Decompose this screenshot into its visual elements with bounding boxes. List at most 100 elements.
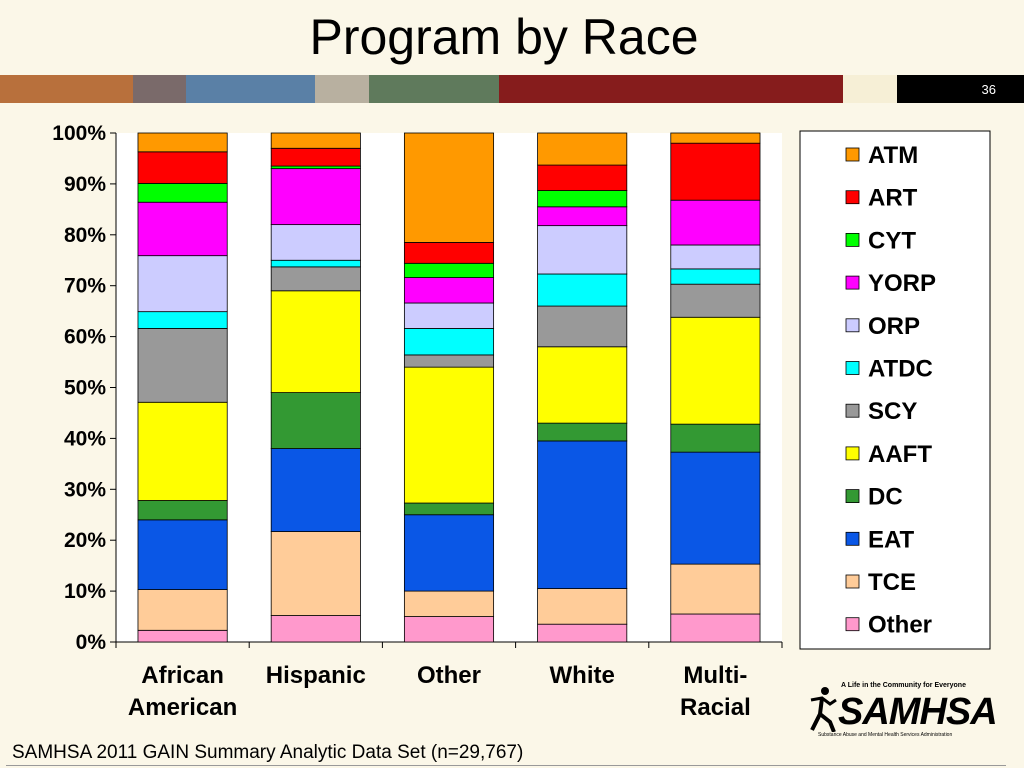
x-category-label-line: White xyxy=(550,662,615,689)
x-category-label: Multi- Racial xyxy=(680,662,751,721)
legend-swatch xyxy=(845,403,860,418)
bar-segment-atm xyxy=(270,132,361,149)
bar-segment-other xyxy=(270,615,361,643)
x-category-label-line: Racial xyxy=(680,694,751,721)
y-tick-label: 30% xyxy=(64,478,106,501)
y-tick-label: 60% xyxy=(64,326,106,349)
bar-segment-dc xyxy=(537,422,628,442)
band-segment xyxy=(315,75,369,103)
bar-segment-eat xyxy=(537,440,628,589)
y-tick-label: 80% xyxy=(64,224,106,247)
legend-swatch xyxy=(845,531,860,546)
stacked-bar-chart: 0% 10% 20% 30% 40% 50% 60% 70% 80% 90% 100% African… xyxy=(52,122,991,721)
bar-segment-atm xyxy=(537,132,628,166)
legend-label: ORP xyxy=(868,313,920,340)
legend-swatch xyxy=(845,361,860,375)
legend-label: SCY xyxy=(868,398,917,425)
bottom-rule xyxy=(6,765,1006,766)
bar-segment-aaft xyxy=(137,401,228,501)
x-category-label: Other xyxy=(417,662,481,689)
bar-segment-aaft xyxy=(270,290,361,393)
bar-segment-other xyxy=(537,623,628,643)
bar-segment-atdc xyxy=(670,268,761,285)
bar-segment-orp xyxy=(403,302,495,329)
bar-segment-atdc xyxy=(270,259,361,268)
x-category-label: Hispanic xyxy=(266,662,366,689)
legend-label: AAFT xyxy=(868,441,932,468)
bar-segment-other xyxy=(403,616,495,643)
bar-segment-dc xyxy=(270,392,361,449)
bar-segment-dc xyxy=(403,502,495,516)
y-tick-label: 90% xyxy=(64,173,106,196)
legend-label: CYT xyxy=(868,227,916,254)
bar-segment-art xyxy=(670,142,761,201)
plot-area: 0% 10% 20% 30% 40% 50% 60% 70% 80% 90% 100% African… xyxy=(52,122,783,721)
logo-tagline: A Life in the Community for Everyone xyxy=(841,682,966,689)
bar-segment-atm xyxy=(403,132,495,243)
bar-segment-yorp xyxy=(403,277,495,304)
bar-segment-scy xyxy=(137,328,228,403)
bar-segment-aaft xyxy=(403,366,495,504)
legend-swatch xyxy=(845,574,860,589)
x-category-label: White xyxy=(550,662,615,689)
y-tick-label: 40% xyxy=(64,427,106,450)
legend-label: ATDC xyxy=(868,356,933,383)
bar-segment-scy xyxy=(670,283,761,318)
legend-swatch xyxy=(845,232,860,247)
y-tick-label: 100% xyxy=(52,122,106,145)
bar-segment-scy xyxy=(403,354,495,368)
bar-segment-art xyxy=(537,164,628,191)
source-note: SAMHSA 2011 GAIN Summary Analytic Data S… xyxy=(12,742,524,763)
legend-label: ATM xyxy=(868,142,918,169)
y-tick-label: 0% xyxy=(76,631,107,654)
bar-segment-tce xyxy=(670,563,761,615)
legend-swatch xyxy=(845,489,860,504)
legend-swatch xyxy=(845,275,860,290)
bar-segment-atdc xyxy=(137,311,228,329)
bar-segment-yorp xyxy=(270,168,361,226)
legend-swatch xyxy=(845,446,860,461)
legend-label: EAT xyxy=(868,526,915,553)
y-tick-label: 50% xyxy=(64,377,106,400)
legend-label: TCE xyxy=(868,569,916,596)
logo-wordmark: SAMHSA xyxy=(838,691,998,733)
bar-segment-atm xyxy=(137,132,228,153)
bar-segment-atm xyxy=(670,132,761,144)
bar-segment-tce xyxy=(537,588,628,625)
legend-label: ART xyxy=(868,185,918,212)
bar-segment-cyt xyxy=(137,182,228,203)
bar-segment-scy xyxy=(270,266,361,292)
bar-segment-eat xyxy=(670,451,761,565)
bar-segment-tce xyxy=(270,531,361,616)
bar-segment-orp xyxy=(537,225,628,275)
legend-label: DC xyxy=(868,484,903,511)
band-segment xyxy=(0,75,133,103)
x-category-label-line: Multi- xyxy=(683,662,747,689)
bar-segment-dc xyxy=(137,500,228,521)
bar-segment-tce xyxy=(403,590,495,617)
person-figure-icon xyxy=(810,687,837,732)
x-category-label-line: Hispanic xyxy=(266,662,366,689)
bar-segment-eat xyxy=(137,519,228,590)
logo-subtitle: Substance Abuse and Mental Health Servic… xyxy=(818,732,953,738)
legend-label: Other xyxy=(868,612,932,639)
bar-segment-aaft xyxy=(537,346,628,424)
x-category-label-line: African xyxy=(141,662,224,689)
legend-box xyxy=(799,130,991,650)
y-tick-label: 10% xyxy=(64,580,106,603)
x-category-label-line: American xyxy=(128,694,237,721)
legend-swatch xyxy=(845,318,860,333)
legend-label: YORP xyxy=(868,270,936,297)
bar-segment-orp xyxy=(670,244,761,270)
slide-title: Program by Race xyxy=(309,9,699,65)
legend-swatch xyxy=(845,617,860,632)
x-category-label: African American xyxy=(128,662,237,721)
samhsa-logo: A Life in the Community for Everyone SAM… xyxy=(808,682,998,744)
bar-segment-dc xyxy=(670,423,761,453)
slide-number: 36 xyxy=(981,82,996,97)
y-tick-label: 70% xyxy=(64,275,106,298)
bar-segment-tce xyxy=(137,589,228,631)
bar-segment-art xyxy=(403,242,495,264)
legend-swatch xyxy=(845,147,860,162)
band-segment xyxy=(186,75,315,103)
